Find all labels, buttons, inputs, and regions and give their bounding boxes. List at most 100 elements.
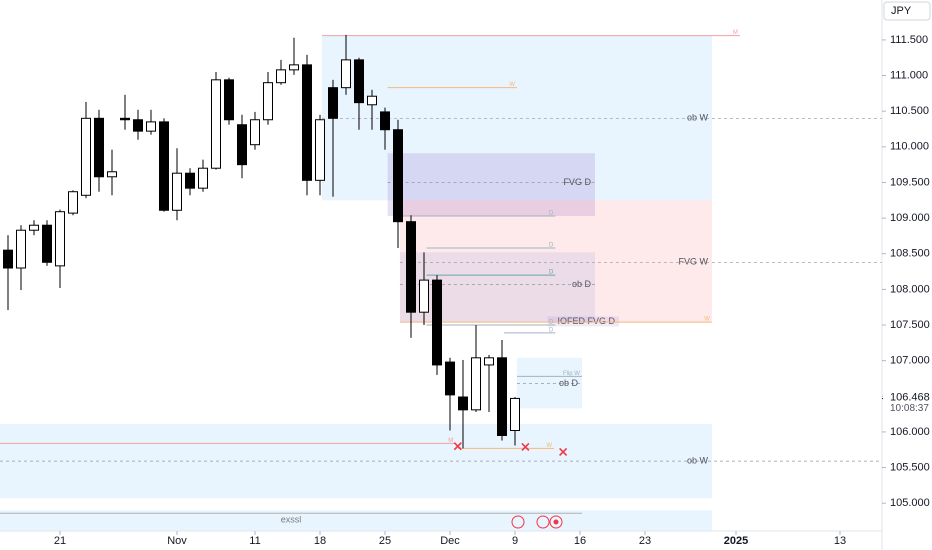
- candle-body: [445, 361, 456, 396]
- x-tick-label: Nov: [167, 535, 187, 547]
- candle-body: [119, 117, 130, 121]
- x-tick-label: 25: [379, 535, 391, 547]
- candle-body: [171, 172, 182, 211]
- candle-body: [393, 129, 404, 223]
- zone-label: ob D: [559, 378, 579, 388]
- x-tick-label: 9: [512, 535, 518, 547]
- candle-body: [458, 396, 469, 411]
- candle-body: [93, 117, 104, 178]
- candle-body: [367, 95, 378, 106]
- y-tick-label: 110.500: [890, 105, 929, 117]
- candle-body: [315, 119, 326, 181]
- zone: [399, 200, 712, 323]
- level-label: D: [549, 270, 554, 276]
- x-tick-label: 16: [574, 535, 586, 547]
- y-tick-label: 108.000: [890, 283, 930, 295]
- candle-body: [2, 249, 13, 269]
- level-label: D: [549, 327, 554, 333]
- zone: [547, 316, 620, 327]
- candle-body: [67, 191, 78, 214]
- candle-body: [432, 279, 443, 366]
- candle-body: [406, 221, 417, 313]
- candle-body: [262, 82, 273, 121]
- candle-body: [106, 171, 117, 178]
- candle-body: [15, 229, 26, 269]
- level-label: D: [549, 320, 554, 326]
- icon[interactable]: [536, 515, 550, 529]
- zone: [399, 252, 595, 323]
- level-label: Flip W: [563, 371, 580, 377]
- candle-body: [484, 357, 495, 366]
- zone: [516, 357, 582, 409]
- level-label: W: [546, 443, 552, 449]
- icon-dot: [553, 519, 559, 525]
- y-tick-label: 109.000: [890, 212, 930, 224]
- x-tick-label: 23: [639, 535, 651, 547]
- candle-body: [28, 224, 39, 231]
- level-label: M: [448, 438, 453, 444]
- y-tick-label: 109.500: [890, 176, 930, 188]
- candle-body: [158, 121, 169, 211]
- x-tick-label: 13: [834, 535, 846, 547]
- candle-body: [275, 69, 286, 84]
- zone-label: ob W: [687, 113, 709, 123]
- x-marker: [521, 442, 530, 451]
- y-tick-label: 107.500: [890, 319, 930, 331]
- zone-label: ob D: [572, 279, 592, 289]
- candle-body: [289, 64, 299, 71]
- level-label: exssl: [281, 515, 302, 525]
- zone: [0, 510, 712, 531]
- icon[interactable]: [511, 515, 525, 529]
- candle-body: [145, 121, 156, 132]
- level-label: W: [509, 82, 515, 88]
- candle-body: [302, 64, 313, 181]
- level-label: D: [549, 211, 554, 217]
- x-marker: [559, 447, 568, 456]
- zone-label: FVG D: [563, 177, 591, 187]
- candle-body: [236, 124, 247, 166]
- x-tick-label: 2025: [724, 535, 748, 547]
- zone-label: ob W: [687, 456, 709, 466]
- x-tick-label: 18: [314, 535, 326, 547]
- y-tick-label: 111.500: [890, 34, 928, 46]
- candle-body: [41, 224, 52, 263]
- currency: JPY: [891, 5, 912, 17]
- y-tick-label: 107.000: [890, 355, 930, 367]
- candle-body: [510, 397, 521, 432]
- plot-area: ob W FVG D FVG W ob D IOFED FVG D ob D ob W M W D…: [0, 30, 882, 531]
- y-tick-label: 111.000: [890, 69, 928, 81]
- toolbar-icons: [511, 515, 563, 529]
- icon[interactable]: [549, 515, 563, 529]
- x-tick-label: Dec: [440, 535, 460, 547]
- last-price-box: [883, 389, 932, 414]
- candle-body: [354, 59, 365, 104]
- candle-body: [223, 79, 234, 121]
- y-tick-label: 105.500: [890, 461, 930, 473]
- zone-label: IOFED FVG D: [557, 316, 615, 326]
- candle-body: [419, 279, 430, 313]
- y-tick-label: 106.000: [890, 426, 930, 438]
- countdown: 10:08:37: [890, 403, 929, 414]
- zone: [387, 153, 595, 216]
- candle-body: [328, 87, 339, 119]
- last-price-label: 106.468: [890, 391, 930, 403]
- candle-body: [54, 211, 65, 267]
- level-label: M: [733, 30, 738, 36]
- candle-body: [132, 119, 143, 132]
- zone-label: FVG W: [678, 257, 708, 267]
- candle-body: [341, 59, 352, 89]
- candle-body: [471, 357, 482, 411]
- x-marker: [453, 442, 462, 451]
- level-label: D: [549, 243, 554, 249]
- currency-box[interactable]: [883, 1, 931, 21]
- candle-body: [197, 167, 208, 189]
- y-tick-label: 108.500: [890, 248, 930, 260]
- candle-body: [184, 172, 195, 189]
- candle-body: [210, 79, 221, 169]
- candle-body: [249, 119, 260, 146]
- x-tick-label: 21: [54, 535, 66, 547]
- candle-body: [380, 111, 391, 131]
- level-label: W: [704, 317, 710, 323]
- y-tick-label: 110.000: [890, 141, 929, 153]
